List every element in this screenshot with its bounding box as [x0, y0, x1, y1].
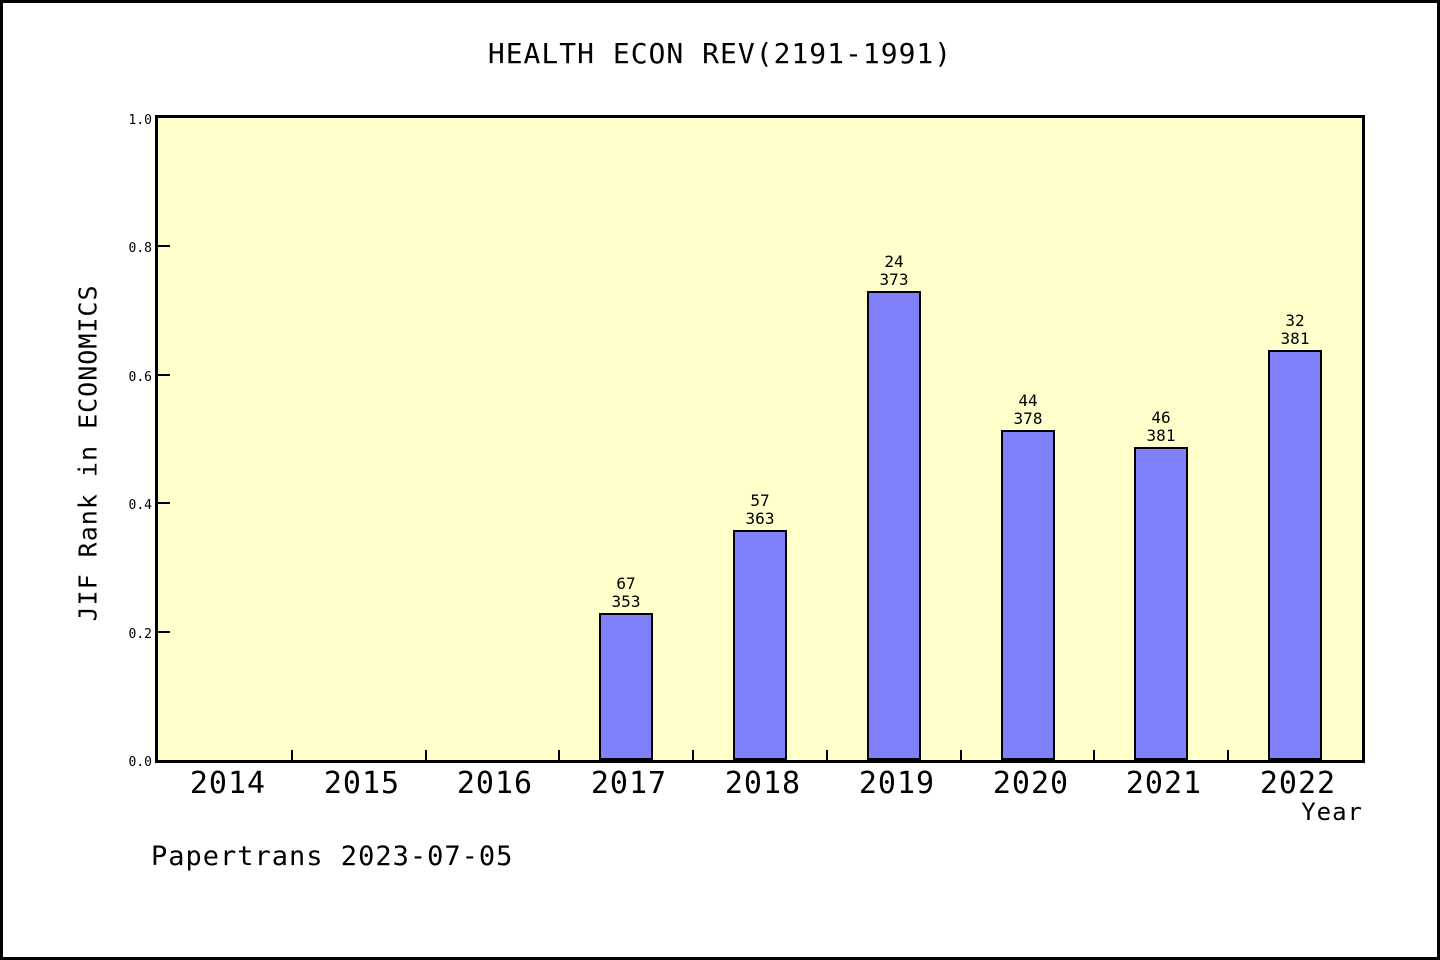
x-tick-label-2018: 2018	[724, 766, 802, 801]
y-tick-mark	[158, 502, 170, 505]
x-tick-mark	[558, 750, 561, 760]
x-tick-label-2019: 2019	[858, 766, 936, 801]
y-tick-label: 0.4	[128, 498, 152, 514]
x-axis-label: Year	[1301, 798, 1363, 826]
bar-label-2020: 44 378	[1013, 391, 1043, 428]
y-tick-label: 1.0	[128, 113, 152, 128]
bar-2021	[1134, 447, 1188, 760]
x-tick-mark	[1227, 750, 1230, 760]
x-tick-label-2020: 2020	[992, 766, 1070, 801]
y-tick-label: 0.2	[128, 626, 152, 642]
y-tick-mark	[158, 245, 170, 248]
x-tick-label-2017: 2017	[590, 766, 668, 801]
x-tick-label-2022: 2022	[1259, 766, 1337, 801]
chart-title: HEALTH ECON REV(2191-1991)	[487, 37, 953, 70]
bar-2019	[867, 291, 921, 760]
x-tick-mark	[424, 750, 427, 760]
x-tick-mark	[1093, 750, 1096, 760]
plot-area: 67 353 57 363 24 373 44 378 46 381 32 381	[155, 115, 1365, 763]
x-tick-mark	[290, 750, 293, 760]
x-tick-label-2014: 2014	[189, 766, 267, 801]
bar-label-2017: 67 353	[611, 574, 641, 611]
y-tick-label: 0.8	[128, 241, 152, 257]
bar-label-2022: 32 381	[1280, 311, 1310, 348]
y-axis-label: JIF Rank in ECONOMICS	[73, 284, 103, 622]
y-tick-mark	[158, 630, 170, 633]
bar-2020	[1001, 430, 1055, 760]
bar-label-2021: 46 381	[1146, 408, 1176, 445]
x-tick-label-2021: 2021	[1125, 766, 1203, 801]
x-tick-label-2015: 2015	[323, 766, 401, 801]
y-tick-label: 0.0	[128, 755, 152, 770]
bar-2017	[599, 613, 653, 760]
y-tick-label: 0.6	[128, 369, 152, 385]
watermark-text: Papertrans 2023-07-05	[151, 841, 514, 872]
bar-label-2018: 57 363	[745, 491, 775, 528]
bar-2022	[1268, 350, 1322, 760]
x-tick-mark	[825, 750, 828, 760]
x-tick-label-2016: 2016	[456, 766, 534, 801]
bar-label-2019: 24 373	[879, 252, 909, 289]
bar-2018	[733, 530, 787, 760]
x-tick-mark	[959, 750, 962, 760]
x-tick-mark	[692, 750, 695, 760]
y-tick-mark	[158, 373, 170, 376]
